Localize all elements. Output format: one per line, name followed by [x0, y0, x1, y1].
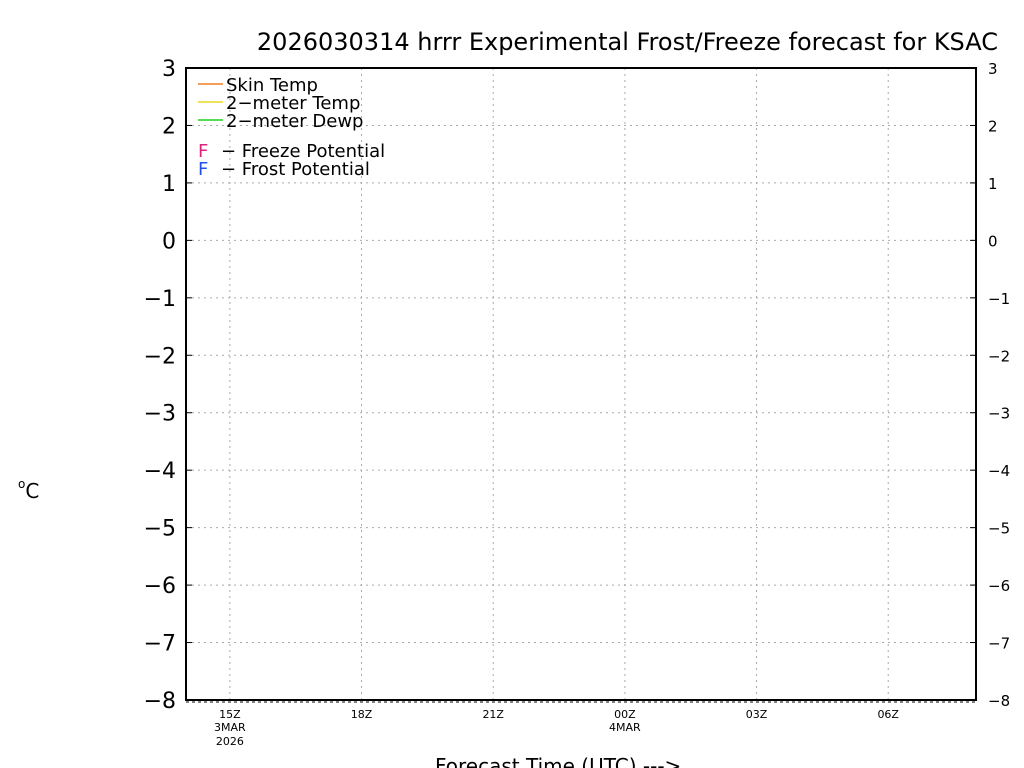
y-tick-label-right: −6 — [988, 577, 1010, 595]
y-tick-label: −1 — [144, 287, 176, 312]
legend-label: 2−meter Temp — [226, 93, 360, 114]
x-tick-date: 3MAR — [214, 721, 246, 734]
y-tick-label-right: −7 — [988, 635, 1010, 653]
plot-frame — [185, 67, 977, 701]
x-tick-label: 15Z — [219, 708, 241, 721]
y-tick-label-right: 3 — [988, 60, 998, 78]
y-ticks: 3 3 2 2 1 1 0 0 −1 −1 −2 −2 −3 −3 −4 −4 −5 −5 −6 −6 −7 −7 −8 −8 — [144, 57, 1011, 714]
y-tick-label: −2 — [144, 344, 176, 369]
chart-title: 2026030314 hrrr Experimental Frost/Freez… — [257, 28, 998, 56]
y-tick-label-right: 1 — [988, 175, 998, 193]
x-tick-label: 06Z — [877, 708, 899, 721]
x-tick-label: 03Z — [746, 708, 768, 721]
y-tick-label: 3 — [162, 57, 176, 82]
y-tick-label-right: −8 — [988, 692, 1010, 710]
y-tick-label-right: −1 — [988, 290, 1010, 308]
y-tick-label: 2 — [162, 114, 176, 139]
y-tick-label-right: −5 — [988, 520, 1010, 538]
legend-label: Skin Temp — [226, 75, 318, 96]
y-tick-label: −5 — [144, 517, 176, 542]
marker-label: − Freeze Potential — [221, 141, 385, 162]
marker-label: − Frost Potential — [221, 159, 370, 180]
x-tick-label: 18Z — [351, 708, 373, 721]
y-tick-label-right: −4 — [988, 462, 1010, 480]
x-axis-label: Forecast Time (UTC) ---> — [435, 754, 681, 768]
x-tick-label: 21Z — [482, 708, 504, 721]
x-tick-label: 00Z — [614, 708, 636, 721]
x-tick-year: 2026 — [216, 735, 244, 748]
y-tick-label: −8 — [144, 689, 176, 714]
x-tick-date: 4MAR — [609, 721, 641, 734]
y-tick-label-right: 0 — [988, 232, 998, 250]
y-tick-label: 0 — [162, 229, 176, 254]
y-tick-label-right: −2 — [988, 347, 1010, 365]
y-tick-label: −4 — [144, 459, 176, 484]
y-axis-label: oC — [18, 477, 39, 503]
legend-label: 2−meter Dewp — [226, 111, 363, 132]
y-tick-label: −3 — [144, 402, 176, 427]
marker-symbol: F — [198, 159, 208, 180]
y-tick-label: 1 — [162, 172, 176, 197]
y-tick-label-right: 2 — [988, 117, 998, 135]
y-tick-label: −6 — [144, 574, 176, 599]
marker-symbol: F — [198, 141, 208, 162]
y-tick-label-right: −3 — [988, 405, 1010, 423]
y-tick-label: −7 — [144, 632, 176, 657]
